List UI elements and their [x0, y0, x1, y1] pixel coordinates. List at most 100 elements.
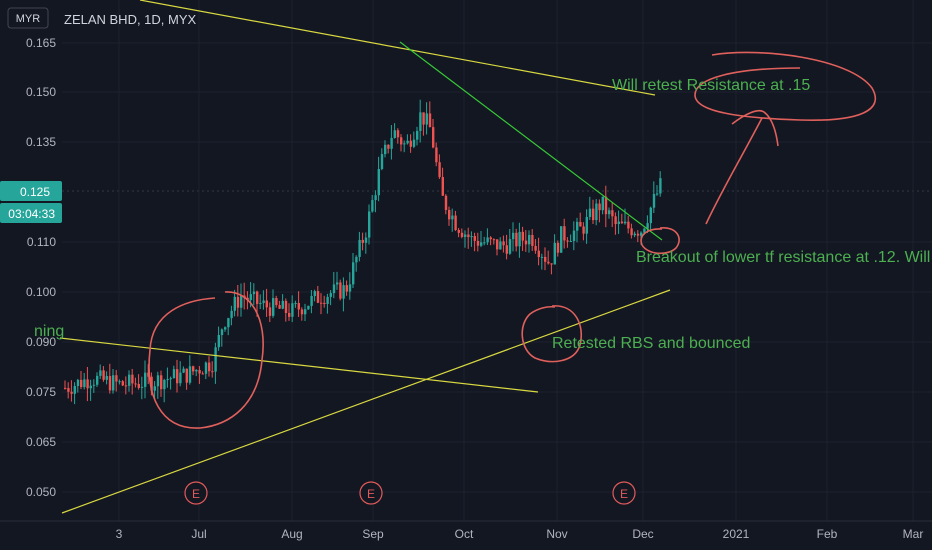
candle-body: [211, 371, 214, 373]
x-tick-label: 3: [116, 527, 123, 541]
candle-body: [588, 208, 592, 217]
candle-body: [326, 296, 329, 304]
arrow-head-annotation: [731, 109, 779, 147]
annotation-cutoff-left: ning: [34, 323, 64, 340]
candle-body: [313, 291, 316, 296]
candle-body: [300, 309, 304, 315]
candle-body: [128, 374, 131, 386]
earnings-marker-sep[interactable]: E: [359, 481, 383, 505]
x-tick-label: Aug: [281, 527, 302, 541]
candle-body: [198, 369, 201, 374]
candle-body: [92, 384, 96, 386]
candle-body: [630, 228, 633, 236]
y-tick-label: 0.110: [27, 235, 56, 249]
descending-green-trendline[interactable]: [399, 41, 663, 241]
symbol-title: ZELAN BHD, 1D, MYX: [64, 12, 197, 27]
candle-body: [380, 154, 384, 170]
candle-body: [560, 226, 563, 253]
candle-body: [576, 221, 579, 231]
candle-body: [540, 256, 544, 258]
candle-body: [470, 236, 473, 238]
candle-body: [156, 375, 160, 387]
earnings-marker-circle: [612, 481, 636, 505]
y-tick-label: 0.150: [26, 85, 56, 99]
x-axis-ticks: 3 Jul Aug Sep Oct Nov Dec 2021 Feb Mar: [116, 527, 924, 541]
candle-body: [358, 239, 361, 257]
candle-body: [608, 210, 611, 215]
candle-body: [150, 376, 153, 391]
candle-body: [115, 375, 118, 382]
candle-body: [179, 372, 182, 384]
candle-body: [636, 233, 640, 236]
candle-body: [182, 368, 185, 373]
x-tick-label: Feb: [817, 527, 838, 541]
candle-body: [569, 240, 572, 242]
candle-body: [185, 368, 188, 383]
candle-body: [515, 232, 518, 247]
candle-body: [451, 215, 454, 220]
candle-body: [467, 234, 470, 238]
candle-body: [390, 137, 393, 149]
candle-body: [614, 216, 617, 225]
candle-body: [121, 381, 124, 386]
candle-body: [502, 241, 505, 246]
earnings-marker-circle: [359, 481, 383, 505]
x-tick-label: Dec: [632, 527, 653, 541]
candle-body: [505, 245, 508, 254]
candle-body: [611, 210, 614, 217]
upper-resistance-trendline[interactable]: [139, 0, 656, 96]
candle-body: [489, 237, 492, 240]
candle-body: [432, 127, 435, 148]
candle-body: [76, 379, 80, 387]
annotation-breakout: Breakout of lower tf resistance at .12. …: [636, 249, 930, 266]
candle-body: [464, 234, 467, 237]
candle-body: [364, 237, 368, 243]
candle-body: [348, 284, 352, 292]
candle-body: [220, 329, 224, 336]
candle-body: [192, 366, 195, 372]
candle-body: [214, 347, 217, 372]
candle-body: [320, 302, 323, 304]
candle-body: [377, 169, 380, 196]
candle-body: [524, 240, 528, 245]
lower-resistance-trendline[interactable]: [59, 337, 539, 393]
y-tick-label: 0.075: [26, 385, 56, 399]
candle-body: [73, 386, 76, 394]
candle-body: [307, 305, 310, 310]
candle-body: [368, 211, 371, 238]
candle-body: [387, 144, 390, 149]
candle-body: [80, 379, 83, 388]
earnings-marker-jul[interactable]: E: [184, 481, 208, 505]
candle-body: [294, 303, 297, 305]
candle-body: [371, 200, 374, 212]
candle-body: [492, 239, 496, 241]
candle-body: [336, 282, 339, 285]
candle-body: [249, 294, 252, 301]
candle-body: [441, 177, 444, 196]
candle-body: [643, 228, 646, 233]
candle-body: [480, 242, 483, 246]
earnings-marker-label: E: [367, 487, 375, 501]
candle-body: [512, 232, 515, 240]
candle-body: [201, 373, 204, 375]
y-tick-label: 0.065: [26, 435, 56, 449]
candle-body: [204, 362, 208, 374]
candle-body: [118, 381, 121, 383]
candle-body: [153, 386, 156, 391]
candle-body: [476, 240, 480, 246]
y-axis: 0.165 0.150 0.135 0.110 0.100 0.090 0.075 0.065…: [26, 36, 56, 499]
candle-body: [316, 291, 320, 303]
candle-body: [342, 285, 345, 299]
annotation-retested-rbs: Retested RBS and bounced: [552, 335, 750, 352]
candle-body: [518, 231, 521, 247]
candle-body: [547, 261, 550, 264]
candle-body: [425, 113, 428, 125]
candle-body: [579, 221, 582, 227]
candle-body: [550, 263, 553, 265]
candle-body: [649, 207, 652, 224]
earnings-marker-dec[interactable]: E: [612, 481, 636, 505]
candle-body: [284, 300, 288, 313]
currency-badge[interactable]: [7, 7, 49, 29]
support-trendline[interactable]: [61, 289, 671, 514]
